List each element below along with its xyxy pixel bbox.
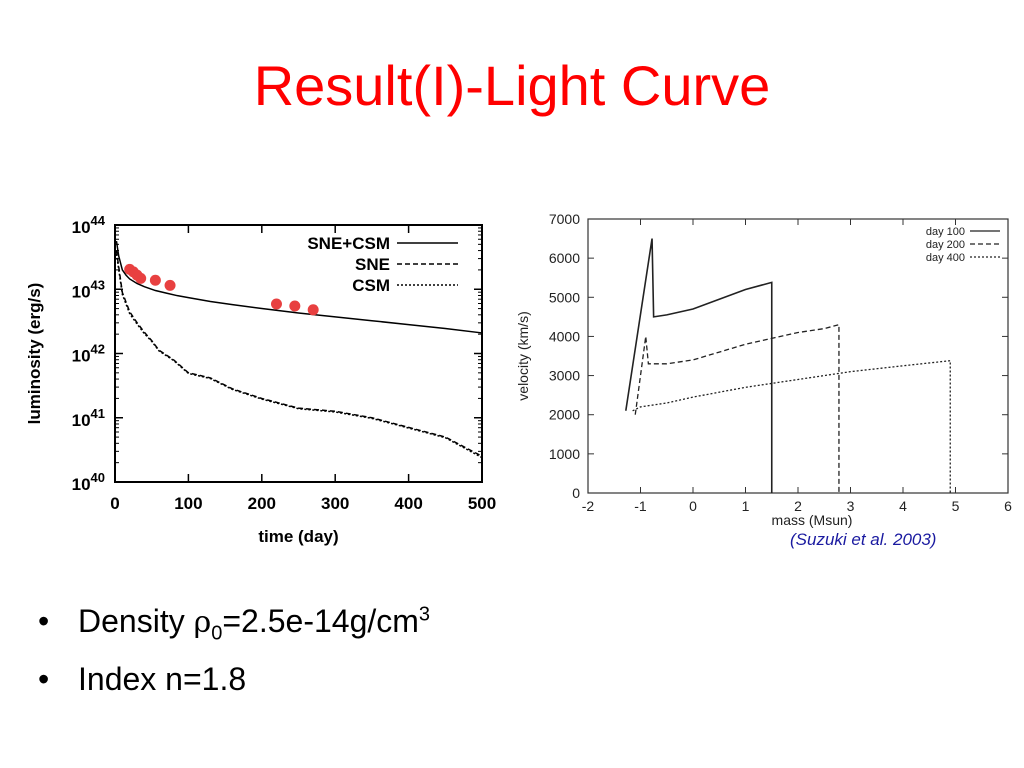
x-tick-label: -2	[582, 498, 595, 514]
index-text: Index n=1.8	[78, 661, 247, 697]
x-tick-label: 2	[794, 498, 802, 514]
y-tick-label: 1040	[72, 470, 105, 494]
x-tick-label: 1	[742, 498, 750, 514]
y-axis-label: velocity (km/s)	[515, 311, 531, 400]
series-line-sne-csm	[115, 240, 483, 334]
density-prefix: Density	[78, 603, 194, 639]
legend-label: day 100	[926, 226, 965, 238]
x-tick-label: 300	[321, 494, 349, 513]
y-tick-label: 1043	[72, 277, 105, 301]
y-tick-label: 3000	[549, 368, 580, 384]
density-unit-exponent: 3	[418, 603, 431, 626]
x-tick-label: 4	[899, 498, 907, 514]
observed-point	[289, 300, 301, 312]
y-tick-label: 7000	[549, 211, 580, 227]
legend-label: day 400	[926, 252, 965, 264]
observed-point	[135, 272, 147, 284]
series-line-csm	[115, 253, 483, 459]
series-line-day-100	[625, 238, 773, 493]
series-line-day-400	[632, 359, 951, 493]
y-tick-label: 1044	[72, 213, 106, 237]
slide-title: Result(I)-Light Curve	[253, 54, 771, 117]
y-tick-label: 1042	[72, 342, 105, 366]
x-axis-label: time (day)	[258, 527, 338, 546]
observed-point	[164, 279, 176, 291]
x-tick-label: 500	[468, 494, 496, 513]
x-tick-label: 400	[394, 494, 422, 513]
x-tick-label: -1	[634, 498, 647, 514]
series-line-day-200	[634, 323, 840, 493]
y-tick-label: 4000	[549, 328, 580, 344]
observed-point	[270, 298, 282, 310]
bullet-index: Index n=1.8	[36, 661, 430, 719]
legend-label: SNE	[355, 255, 390, 274]
y-tick-label: 1041	[72, 406, 105, 430]
series-line-sne	[115, 250, 483, 457]
x-tick-label: 5	[952, 498, 960, 514]
x-axis-label: mass (Msun)	[772, 512, 853, 528]
y-tick-label: 0	[572, 485, 580, 501]
bullet-list: Density ρ0=2.5e-14g/cm3 Index n=1.8	[36, 603, 430, 719]
y-tick-label: 6000	[549, 250, 580, 266]
observed-point	[149, 274, 161, 286]
citation: (Suzuki et al. 2003)	[790, 530, 937, 549]
rho-symbol: ρ	[193, 605, 212, 640]
legend-label: SNE+CSM	[307, 234, 390, 253]
observed-point	[307, 304, 319, 316]
bullet-density: Density ρ0=2.5e-14g/cm3	[36, 603, 430, 661]
x-tick-label: 0	[110, 494, 119, 513]
y-tick-label: 5000	[549, 289, 580, 305]
density-value: =2.5e-14g/cm	[222, 603, 419, 639]
x-tick-label: 0	[689, 498, 697, 514]
legend-label: day 200	[926, 239, 965, 251]
x-tick-label: 6	[1004, 498, 1012, 514]
rho-subscript: 0	[211, 622, 223, 645]
x-tick-label: 3	[847, 498, 855, 514]
y-tick-label: 2000	[549, 407, 580, 423]
x-tick-label: 100	[174, 494, 202, 513]
y-axis-label: luminosity (erg/s)	[25, 283, 44, 425]
legend-label: CSM	[352, 276, 390, 295]
y-tick-label: 1000	[549, 446, 580, 462]
x-tick-label: 200	[248, 494, 276, 513]
